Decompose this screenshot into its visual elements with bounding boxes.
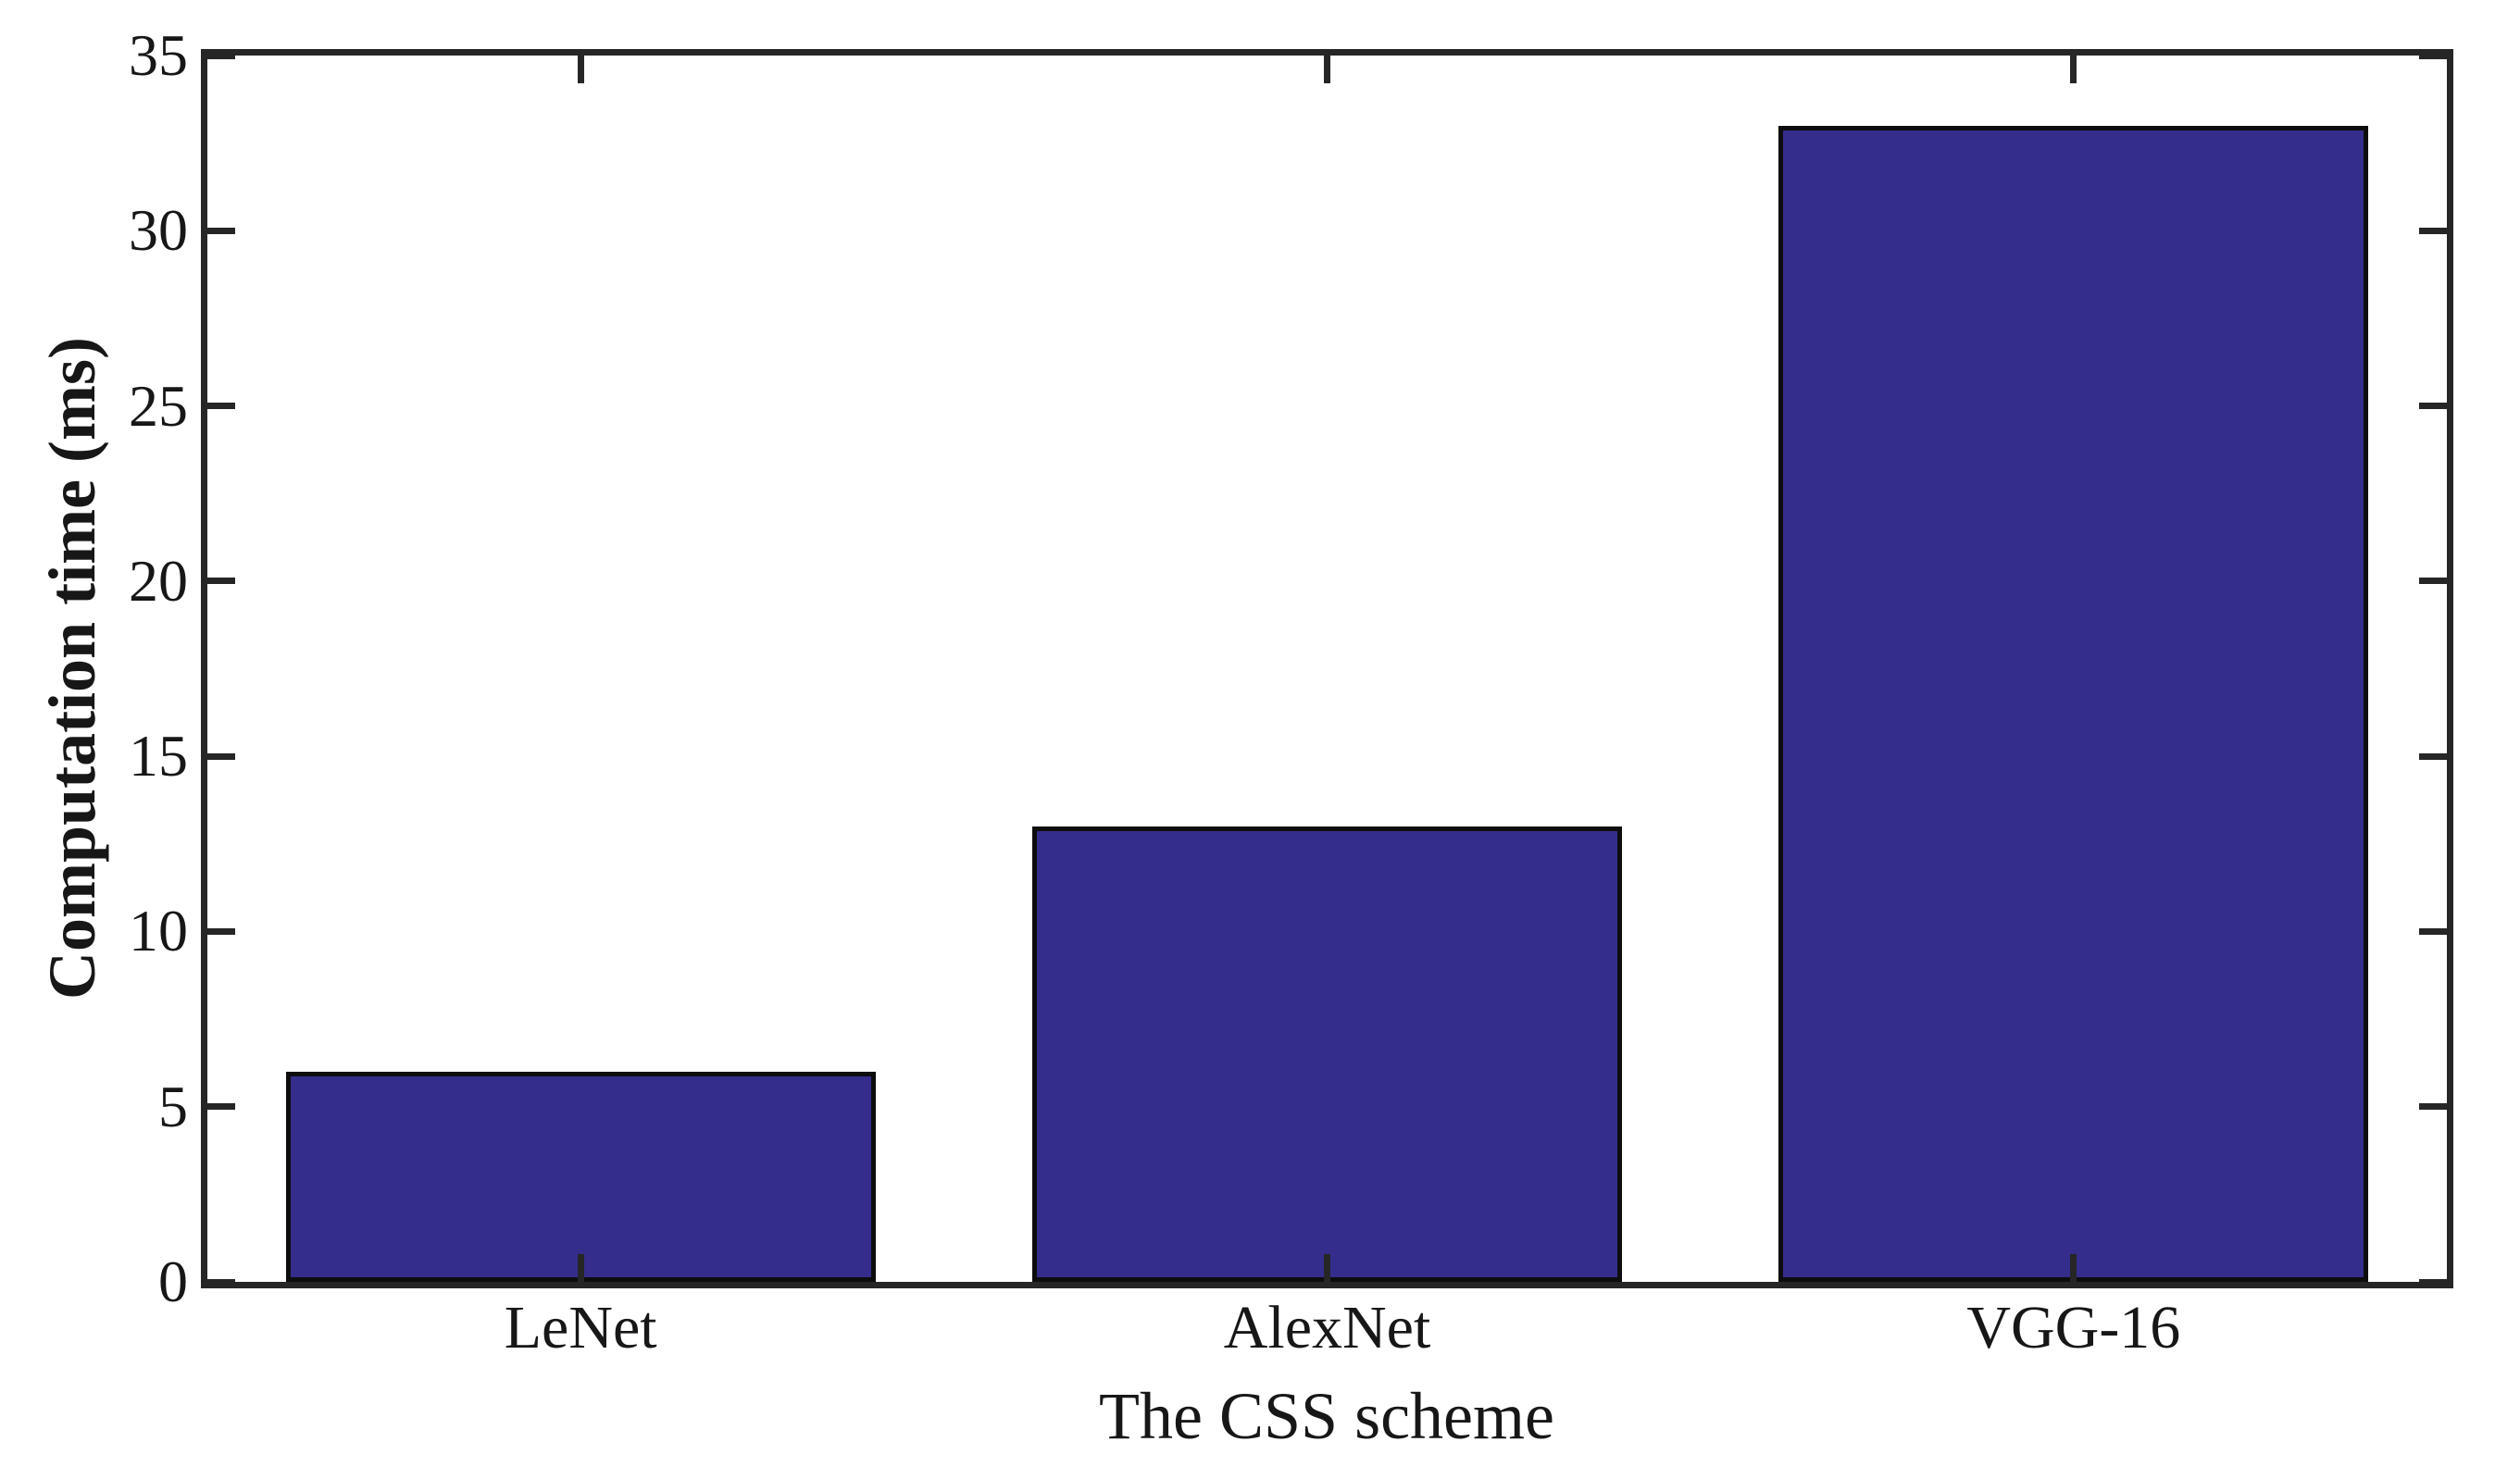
y-tick-label: 35	[129, 22, 188, 88]
y-tick-left	[207, 227, 235, 234]
y-tick-label: 30	[129, 197, 188, 264]
x-tick-label: AlexNet	[1223, 1294, 1431, 1361]
bar-alexnet	[1031, 826, 1622, 1282]
y-tick-right	[2419, 227, 2447, 234]
y-tick-label: 25	[129, 372, 188, 439]
bar-vgg-16	[1778, 125, 2369, 1282]
y-tick-right	[2419, 403, 2447, 410]
y-tick-left	[207, 403, 235, 410]
x-tick-top	[1324, 56, 1330, 83]
y-tick-left	[207, 752, 235, 760]
y-tick-left	[207, 1103, 235, 1111]
y-tick-right	[2419, 752, 2447, 760]
y-tick-left	[207, 52, 235, 59]
y-tick-right	[2419, 1278, 2447, 1286]
y-tick-left	[207, 927, 235, 935]
x-tick-bottom	[2070, 1254, 2077, 1282]
y-tick-label: 15	[129, 723, 188, 789]
y-tick-label: 0	[158, 1249, 188, 1314]
y-tick-right	[2419, 578, 2447, 585]
plot-area	[201, 49, 2453, 1288]
x-axis-label: The CSS scheme	[1099, 1379, 1554, 1453]
y-tick-left	[207, 1278, 235, 1286]
bar-lenet	[285, 1071, 876, 1282]
y-tick-left	[207, 578, 235, 585]
x-tick-bottom	[577, 1254, 584, 1282]
y-axis-label: Computation time (ms)	[35, 337, 109, 1000]
y-tick-right	[2419, 1103, 2447, 1111]
y-tick-label: 10	[129, 898, 188, 964]
x-tick-bottom	[1324, 1254, 1330, 1282]
x-tick-label: VGG-16	[1966, 1294, 2181, 1361]
x-tick-label: LeNet	[504, 1294, 657, 1361]
y-tick-right	[2419, 52, 2447, 59]
x-tick-top	[2070, 56, 2077, 83]
x-tick-top	[577, 56, 584, 83]
y-tick-label: 5	[158, 1073, 188, 1139]
y-tick-right	[2419, 927, 2447, 935]
y-tick-label: 20	[129, 547, 188, 614]
